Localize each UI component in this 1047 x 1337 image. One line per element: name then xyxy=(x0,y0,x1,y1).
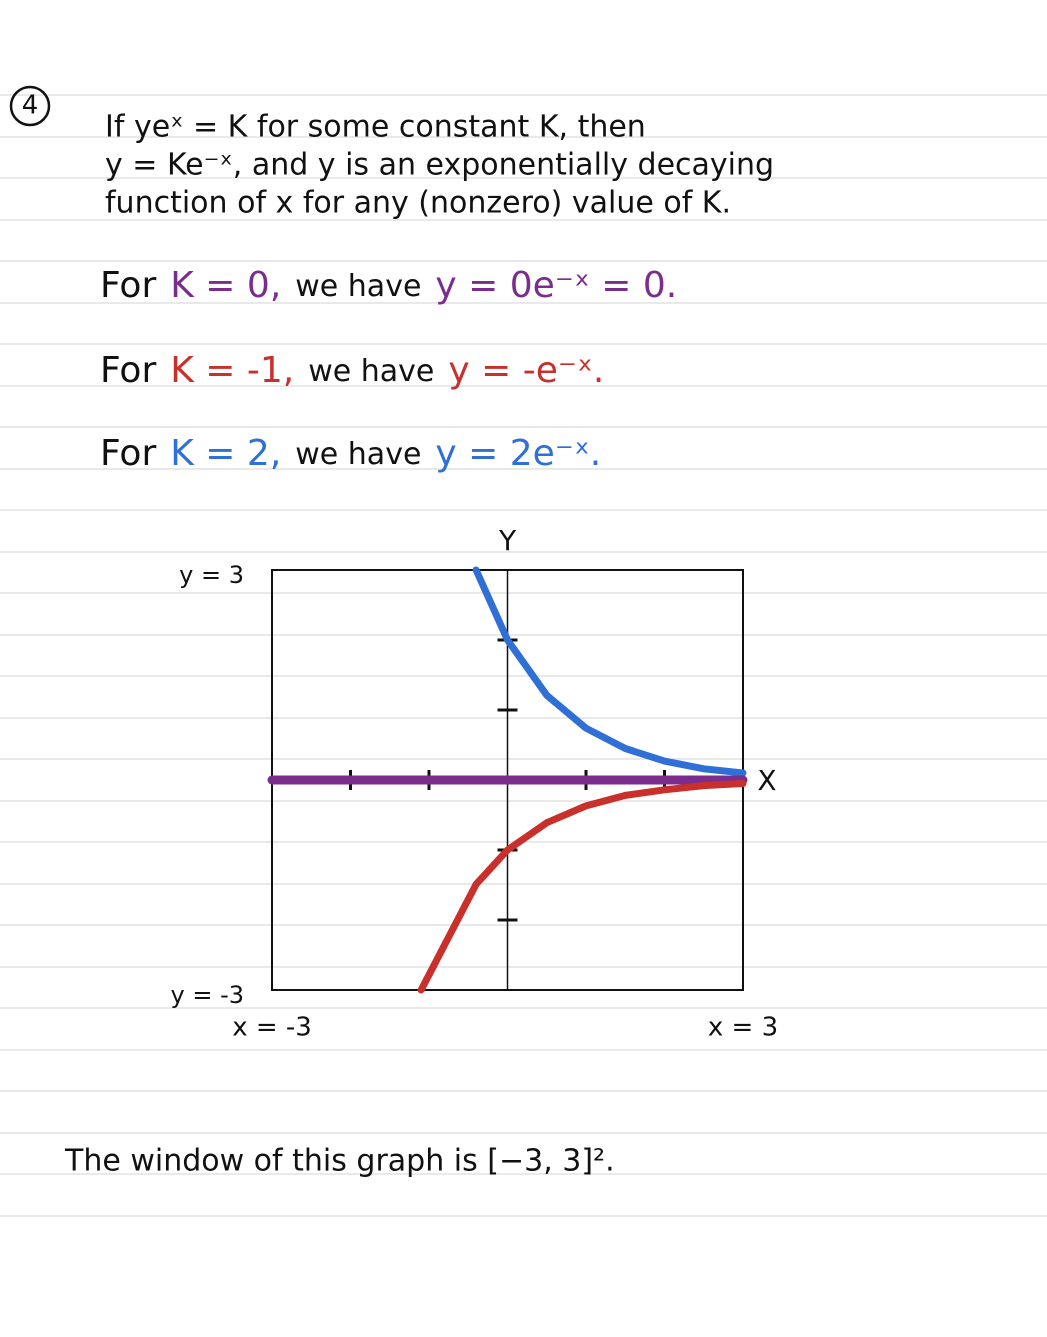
footer-note: The window of this graph is [−3, 3]². xyxy=(64,1144,615,1179)
y-tick-label: y = 3 xyxy=(179,561,244,589)
x-tick-label: x = 3 xyxy=(708,1013,778,1043)
example-middle: we have xyxy=(308,354,434,389)
number-circle xyxy=(9,85,51,127)
example-k: K = 0, xyxy=(170,265,281,306)
statement-line: If yeˣ = K for some constant K, then xyxy=(105,110,646,145)
statement-line: function of x for any (nonzero) value of… xyxy=(105,186,731,221)
example-line: For K = 2, we have y = 2e⁻ˣ. xyxy=(100,433,601,474)
example-middle: we have xyxy=(295,437,421,472)
example-prefix: For xyxy=(100,265,156,306)
example-line: For K = 0, we have y = 0e⁻ˣ = 0. xyxy=(100,265,677,306)
example-prefix: For xyxy=(100,433,156,474)
series-line xyxy=(417,780,747,994)
problem-number: 4 xyxy=(22,91,39,121)
series-line xyxy=(472,566,747,777)
chart: Y Xx = -3 x = 3 y = -3 y = 3 xyxy=(171,524,779,1043)
example-equation: y = 0e⁻ˣ = 0. xyxy=(435,265,677,306)
statement-line: y = Ke⁻ˣ, and y is an exponentially deca… xyxy=(105,148,774,183)
example-equation: y = 2e⁻ˣ. xyxy=(435,433,601,474)
example-prefix: For xyxy=(100,350,156,391)
example-middle: we have xyxy=(295,269,421,304)
examples: For K = 0, we have y = 0e⁻ˣ = 0. For K = -1, w… xyxy=(100,265,677,474)
y-tick-label: y = -3 xyxy=(171,981,245,1009)
example-k: K = 2, xyxy=(170,433,281,474)
ruled-lines xyxy=(0,94,1047,1217)
x-axis-label: X xyxy=(757,764,776,797)
example-equation: y = -e⁻ˣ. xyxy=(448,350,604,391)
example-line: For K = -1, we have y = -e⁻ˣ. xyxy=(100,350,604,391)
x-tick-label: x = -3 xyxy=(232,1013,312,1043)
y-axis-label: Y xyxy=(498,524,517,557)
example-k: K = -1, xyxy=(170,350,294,391)
